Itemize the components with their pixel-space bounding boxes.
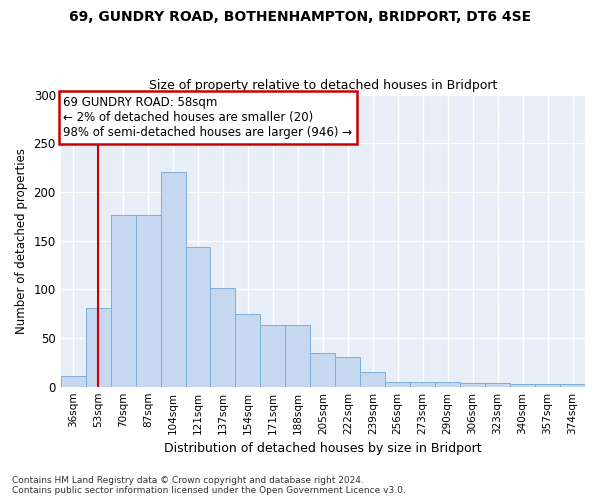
Bar <box>435 382 460 386</box>
Bar <box>161 172 185 386</box>
Bar <box>360 372 385 386</box>
Bar <box>460 383 485 386</box>
Bar <box>510 384 535 386</box>
Bar <box>286 326 310 386</box>
Bar <box>535 384 560 386</box>
Bar <box>136 216 161 386</box>
X-axis label: Distribution of detached houses by size in Bridport: Distribution of detached houses by size … <box>164 442 482 455</box>
Title: Size of property relative to detached houses in Bridport: Size of property relative to detached ho… <box>149 79 497 92</box>
Bar <box>260 326 286 386</box>
Bar <box>310 352 335 386</box>
Bar <box>61 376 86 386</box>
Bar <box>86 308 110 386</box>
Bar <box>560 384 585 386</box>
Bar <box>385 382 410 386</box>
Bar <box>485 383 510 386</box>
Bar <box>211 288 235 386</box>
Text: 69 GUNDRY ROAD: 58sqm
← 2% of detached houses are smaller (20)
98% of semi-detac: 69 GUNDRY ROAD: 58sqm ← 2% of detached h… <box>63 96 352 139</box>
Bar <box>335 358 360 386</box>
Bar <box>110 216 136 386</box>
Bar <box>410 382 435 386</box>
Text: Contains HM Land Registry data © Crown copyright and database right 2024.
Contai: Contains HM Land Registry data © Crown c… <box>12 476 406 495</box>
Y-axis label: Number of detached properties: Number of detached properties <box>15 148 28 334</box>
Bar <box>235 314 260 386</box>
Text: 69, GUNDRY ROAD, BOTHENHAMPTON, BRIDPORT, DT6 4SE: 69, GUNDRY ROAD, BOTHENHAMPTON, BRIDPORT… <box>69 10 531 24</box>
Bar <box>185 248 211 386</box>
